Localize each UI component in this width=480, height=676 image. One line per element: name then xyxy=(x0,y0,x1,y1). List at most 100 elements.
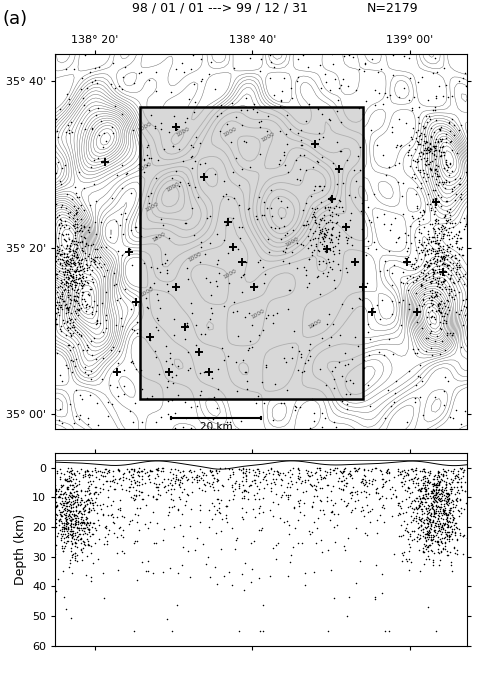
Point xyxy=(71,477,78,488)
Point xyxy=(399,516,407,527)
Point xyxy=(97,116,105,126)
Point xyxy=(112,279,120,290)
Point xyxy=(68,126,75,137)
Point xyxy=(57,488,64,499)
Point xyxy=(362,249,370,260)
Point xyxy=(245,203,252,214)
Point xyxy=(417,524,424,535)
Point xyxy=(435,554,443,565)
Point xyxy=(254,116,262,127)
Point xyxy=(330,362,338,372)
Point xyxy=(442,516,449,527)
Point xyxy=(176,493,183,504)
Point xyxy=(417,280,425,291)
Point xyxy=(282,228,290,239)
Point xyxy=(430,489,437,500)
Point xyxy=(420,463,427,474)
Y-axis label: Depth (km): Depth (km) xyxy=(13,514,26,585)
Point xyxy=(442,215,449,226)
Point xyxy=(391,213,398,224)
Point xyxy=(120,381,127,391)
Point xyxy=(435,517,443,528)
Point xyxy=(263,479,271,489)
Point xyxy=(411,132,419,143)
Point xyxy=(296,139,304,150)
Point xyxy=(66,207,74,218)
Point xyxy=(44,504,52,515)
Point xyxy=(450,502,457,512)
Point xyxy=(426,144,434,155)
Point xyxy=(109,517,117,528)
Point xyxy=(172,473,180,484)
Point xyxy=(431,218,438,228)
Point xyxy=(255,572,263,583)
Point xyxy=(67,116,75,127)
Point xyxy=(439,222,447,233)
Point xyxy=(341,232,349,243)
Point xyxy=(436,524,444,535)
Point xyxy=(130,78,137,89)
Point xyxy=(428,271,435,282)
Point xyxy=(284,493,292,504)
Point xyxy=(351,522,359,533)
Point xyxy=(427,518,434,529)
Point xyxy=(109,471,117,482)
Point xyxy=(53,296,60,307)
Point xyxy=(76,331,84,341)
Point xyxy=(78,289,85,300)
Point xyxy=(295,175,303,186)
Point xyxy=(66,260,74,271)
Point xyxy=(439,162,447,173)
Point xyxy=(74,265,82,276)
Point xyxy=(122,214,130,224)
Point xyxy=(285,529,293,540)
Point xyxy=(442,496,449,507)
Point xyxy=(114,246,122,257)
Point xyxy=(59,254,67,265)
Point xyxy=(382,92,390,103)
Point xyxy=(412,503,420,514)
Point xyxy=(127,491,134,502)
Point xyxy=(79,542,86,553)
Point xyxy=(59,489,67,500)
Point xyxy=(76,506,84,516)
Point xyxy=(450,470,458,481)
Point xyxy=(196,76,204,87)
Point xyxy=(435,504,443,515)
Point xyxy=(433,135,441,146)
Point xyxy=(321,201,328,212)
Point xyxy=(315,180,323,191)
Point xyxy=(372,463,379,474)
Point xyxy=(394,463,401,474)
Point xyxy=(105,464,112,475)
Point xyxy=(80,502,87,512)
Point xyxy=(275,158,282,169)
Point xyxy=(303,466,311,477)
Point xyxy=(438,470,445,481)
Point xyxy=(435,234,443,245)
Point xyxy=(397,191,405,201)
Point xyxy=(417,279,424,290)
Point xyxy=(134,466,142,477)
Point xyxy=(313,523,321,534)
Point xyxy=(55,527,62,538)
Point xyxy=(416,207,423,218)
Point xyxy=(60,509,68,520)
Point xyxy=(425,523,433,533)
Point xyxy=(410,155,418,166)
Point xyxy=(107,481,114,491)
Point xyxy=(447,566,455,577)
Point xyxy=(428,546,435,556)
Point xyxy=(428,185,436,196)
Point xyxy=(214,493,222,504)
Point xyxy=(178,473,185,483)
Point xyxy=(441,479,449,490)
Point xyxy=(351,465,359,476)
Point xyxy=(275,126,283,137)
Point xyxy=(447,495,455,506)
Point xyxy=(84,528,91,539)
Point xyxy=(72,266,80,277)
Point xyxy=(85,504,93,514)
Point xyxy=(417,497,424,508)
Point xyxy=(95,489,102,500)
